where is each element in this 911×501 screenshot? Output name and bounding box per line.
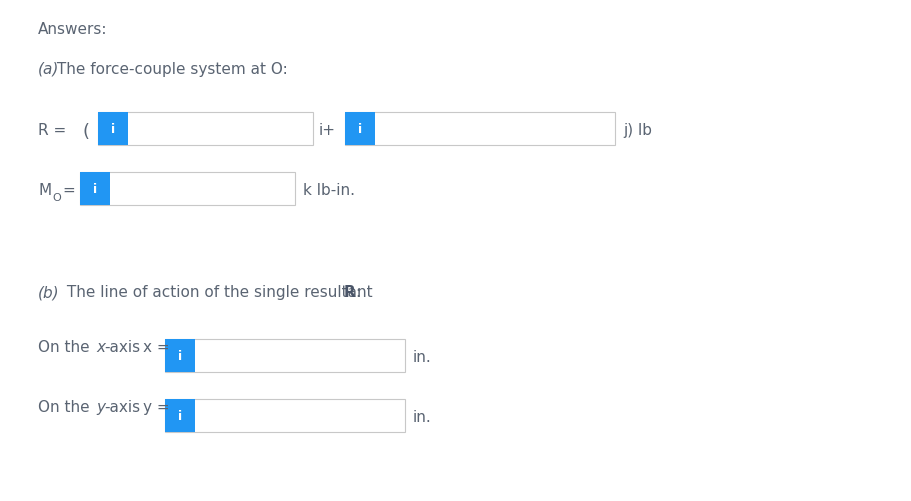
Text: x =: x = xyxy=(143,339,169,354)
Text: i: i xyxy=(178,409,182,422)
Text: O: O xyxy=(52,192,61,202)
Text: i: i xyxy=(93,183,97,195)
Text: in.: in. xyxy=(413,409,432,424)
Text: j) lb: j) lb xyxy=(623,123,652,138)
Text: i+: i+ xyxy=(319,123,336,138)
Bar xyxy=(345,113,375,146)
Text: i: i xyxy=(178,349,182,362)
Bar xyxy=(165,399,405,432)
Text: The force-couple system at O:: The force-couple system at O: xyxy=(52,62,288,77)
Text: -axis: -axis xyxy=(104,399,140,414)
Text: :: : xyxy=(355,285,360,300)
Text: y: y xyxy=(96,399,105,414)
Bar xyxy=(165,339,195,372)
Bar xyxy=(98,113,128,146)
Text: -axis: -axis xyxy=(104,339,140,354)
Text: (: ( xyxy=(82,123,89,141)
Bar xyxy=(80,173,110,205)
Text: k lb-in.: k lb-in. xyxy=(303,183,355,197)
Text: i: i xyxy=(111,123,115,136)
Text: Answers:: Answers: xyxy=(38,22,107,37)
Text: =: = xyxy=(62,183,75,197)
Bar xyxy=(98,113,313,146)
Text: in.: in. xyxy=(413,349,432,364)
Text: R: R xyxy=(344,285,356,300)
Text: M: M xyxy=(38,183,51,197)
Text: (a): (a) xyxy=(38,62,59,77)
Bar xyxy=(345,113,615,146)
Bar xyxy=(165,339,405,372)
Text: i: i xyxy=(358,123,362,136)
Bar xyxy=(165,399,195,432)
Text: On the: On the xyxy=(38,399,95,414)
Text: (b): (b) xyxy=(38,285,59,300)
Text: On the: On the xyxy=(38,339,95,354)
Text: y =: y = xyxy=(143,399,169,414)
Text: x: x xyxy=(96,339,105,354)
Bar xyxy=(80,173,295,205)
Text: The line of action of the single resultant: The line of action of the single resulta… xyxy=(62,285,377,300)
Text: R =: R = xyxy=(38,123,67,138)
